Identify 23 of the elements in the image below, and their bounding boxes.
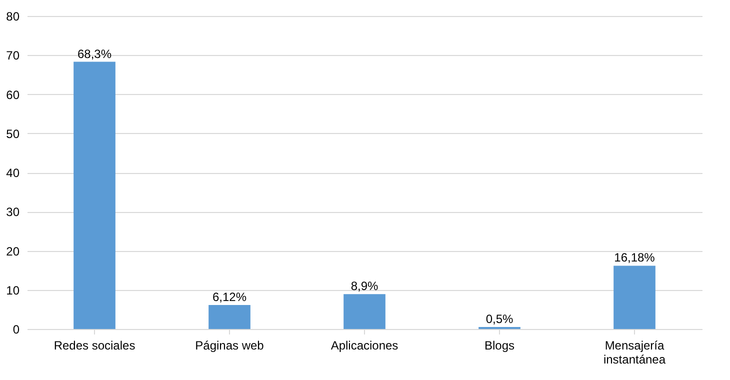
x-tick-label: Mensajería instantánea [603, 338, 666, 366]
y-tick-label: 70 [6, 48, 20, 63]
y-tick-label: 60 [6, 88, 20, 102]
y-tick-label: 10 [6, 283, 20, 298]
bar [74, 62, 116, 329]
data-label: 68,3% [77, 46, 112, 61]
data-label: 0,5% [486, 312, 514, 326]
y-tick-label: 50 [6, 126, 20, 141]
y-tick-label: 0 [12, 322, 20, 336]
x-tick-label: Redes sociales [54, 338, 136, 352]
x-tick-label: Páginas web [195, 338, 264, 352]
bar [614, 266, 656, 329]
y-tick-label: 30 [6, 205, 20, 220]
data-label: 6,12% [212, 290, 247, 304]
x-tick-label: Aplicaciones [330, 338, 398, 352]
data-label: 8,9% [350, 279, 378, 294]
data-label: 16,18% [614, 250, 656, 265]
x-tick-label: Blogs [484, 338, 515, 352]
y-tick-label: 40 [6, 166, 20, 180]
bar [208, 305, 250, 329]
y-tick-label: 20 [6, 244, 20, 258]
bar [344, 294, 386, 329]
y-tick-label: 80 [6, 10, 20, 24]
